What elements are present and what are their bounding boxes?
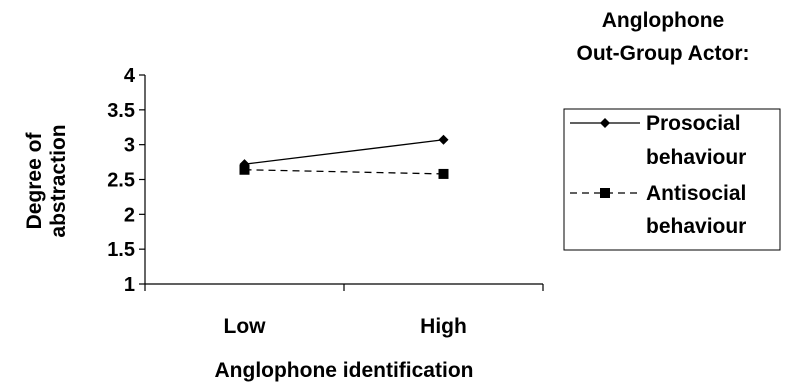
y-tick-label: 4 [124, 65, 136, 87]
legend-title-line-2: Out-Group Actor: [576, 42, 749, 65]
data-point [438, 168, 449, 179]
y-tick-label: 3.5 [107, 100, 135, 122]
series-2 [239, 164, 449, 179]
data-point [239, 164, 250, 175]
plot-area [239, 134, 449, 179]
legend-label: Prosocial [646, 112, 741, 135]
x-tick-label: Low [224, 315, 267, 338]
x-tick-label: High [420, 315, 467, 338]
y-tick-label: 1 [124, 274, 135, 296]
series-line [244, 139, 444, 165]
y-axis-label-line-1: Degree of [23, 132, 46, 230]
y-ticks: 1 1.5 2 2.5 3 3.5 4 [107, 65, 145, 296]
y-tick-label: 3 [124, 135, 135, 157]
legend-box [563, 108, 781, 251]
data-point [438, 134, 449, 145]
legend-label: Antisocial [646, 182, 746, 205]
axes [144, 75, 543, 285]
series-line [244, 169, 444, 175]
y-tick-label: 2.5 [107, 170, 135, 192]
x-ticks: Low High [144, 284, 544, 338]
legend-label: behaviour [646, 146, 746, 169]
legend-title-line-1: Anglophone [602, 9, 724, 32]
y-tick-label: 1.5 [107, 239, 135, 261]
legend-entry-1: Prosocial behaviour [570, 112, 746, 169]
legend-marker [600, 118, 610, 128]
series-1 [239, 134, 449, 170]
y-axis-label-line-2: abstraction [47, 124, 70, 237]
legend-marker [600, 188, 610, 198]
legend-entry-2: Antisocial behaviour [570, 182, 746, 238]
legend-label: behaviour [646, 215, 746, 238]
x-axis-label: Anglophone identification [215, 359, 474, 382]
legend: Prosocial behaviour Antisocial behaviour [563, 108, 781, 251]
y-tick-label: 2 [124, 204, 135, 226]
